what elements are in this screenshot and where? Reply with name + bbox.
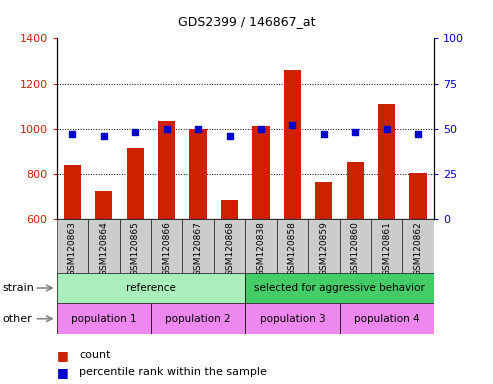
Text: population 4: population 4 <box>354 314 420 324</box>
Point <box>163 126 171 132</box>
Bar <box>88 219 119 273</box>
Text: GSM120858: GSM120858 <box>288 222 297 276</box>
Bar <box>245 273 434 303</box>
Bar <box>277 219 308 273</box>
Point <box>226 133 234 139</box>
Bar <box>221 200 238 219</box>
Text: GSM120864: GSM120864 <box>99 222 108 276</box>
Text: GDS2399 / 146867_at: GDS2399 / 146867_at <box>178 15 315 28</box>
Bar <box>340 219 371 273</box>
Bar <box>151 303 245 334</box>
Bar <box>127 148 144 219</box>
Text: GSM120868: GSM120868 <box>225 222 234 276</box>
Point <box>100 133 108 139</box>
Text: population 2: population 2 <box>165 314 231 324</box>
Bar <box>158 121 176 219</box>
Bar <box>308 219 340 273</box>
Text: count: count <box>79 350 110 360</box>
Bar <box>57 273 245 303</box>
Text: GSM120867: GSM120867 <box>194 222 203 276</box>
Bar <box>245 303 340 334</box>
Text: ■: ■ <box>57 349 69 362</box>
Text: GSM120862: GSM120862 <box>414 222 423 276</box>
Point <box>414 131 422 137</box>
Bar <box>214 219 246 273</box>
Point <box>131 129 139 135</box>
Text: GSM120859: GSM120859 <box>319 222 328 276</box>
Bar <box>340 303 434 334</box>
Text: GSM120861: GSM120861 <box>382 222 391 276</box>
Point <box>257 126 265 132</box>
Bar <box>315 182 332 219</box>
Text: reference: reference <box>126 283 176 293</box>
Bar <box>284 70 301 219</box>
Bar <box>371 219 402 273</box>
Point <box>320 131 328 137</box>
Bar <box>378 104 395 219</box>
Bar <box>119 219 151 273</box>
Text: population 1: population 1 <box>71 314 137 324</box>
Text: GSM120863: GSM120863 <box>68 222 77 276</box>
Bar <box>245 219 277 273</box>
Point <box>194 126 202 132</box>
Bar <box>64 165 81 219</box>
Text: GSM120838: GSM120838 <box>256 222 266 276</box>
Text: GSM120866: GSM120866 <box>162 222 171 276</box>
Text: other: other <box>2 314 32 324</box>
Text: percentile rank within the sample: percentile rank within the sample <box>79 367 267 377</box>
Point <box>69 131 76 137</box>
Text: GSM120865: GSM120865 <box>131 222 140 276</box>
Bar <box>95 191 112 219</box>
Bar <box>252 126 270 219</box>
Point <box>288 122 296 128</box>
Text: selected for aggressive behavior: selected for aggressive behavior <box>254 283 425 293</box>
Text: strain: strain <box>2 283 35 293</box>
Bar <box>410 173 427 219</box>
Text: population 3: population 3 <box>260 314 325 324</box>
Bar <box>347 162 364 219</box>
Bar <box>151 219 182 273</box>
Bar <box>182 219 214 273</box>
Bar <box>402 219 434 273</box>
Bar <box>57 219 88 273</box>
Point <box>352 129 359 135</box>
Text: ■: ■ <box>57 366 69 379</box>
Text: GSM120860: GSM120860 <box>351 222 360 276</box>
Bar <box>57 303 151 334</box>
Bar <box>189 129 207 219</box>
Point <box>383 126 390 132</box>
